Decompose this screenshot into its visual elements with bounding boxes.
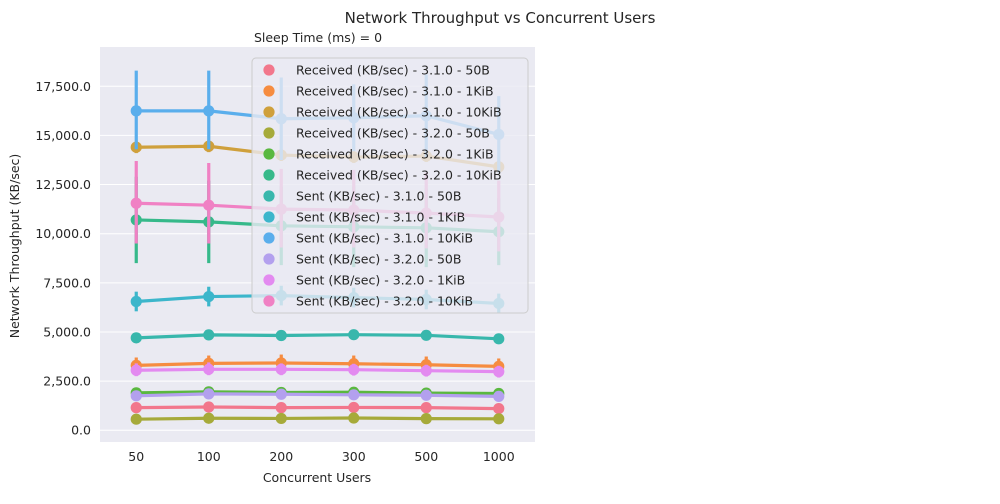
legend-label: Received (KB/sec) - 3.2.0 - 10KiB xyxy=(296,168,502,183)
data-point xyxy=(275,363,287,375)
data-point xyxy=(348,389,360,401)
data-point xyxy=(420,329,432,341)
series-line xyxy=(136,405,499,411)
legend-label: Sent (KB/sec) - 3.2.0 - 50B xyxy=(296,252,461,267)
y-tick-label: 17,500.0 xyxy=(35,79,91,94)
legend-label: Sent (KB/sec) - 3.1.0 - 10KiB xyxy=(296,231,473,246)
legend-marker xyxy=(263,211,275,223)
legend-marker xyxy=(263,232,275,244)
x-tick-label: 100 xyxy=(197,449,221,464)
data-point xyxy=(348,329,360,341)
legend-marker xyxy=(263,169,275,181)
data-point xyxy=(420,402,432,414)
data-point xyxy=(493,402,505,415)
y-tick-label: 5,000.0 xyxy=(43,324,91,339)
series-group xyxy=(130,329,505,345)
x-tick-label: 300 xyxy=(342,449,366,464)
series-group xyxy=(130,412,505,425)
data-point xyxy=(493,366,505,378)
data-point xyxy=(203,290,215,303)
data-point xyxy=(203,363,215,375)
data-point xyxy=(203,105,215,117)
data-point xyxy=(203,329,215,341)
y-tick-label: 2,500.0 xyxy=(43,374,91,389)
data-point xyxy=(493,333,505,345)
data-point xyxy=(420,389,432,401)
legend-label: Received (KB/sec) - 3.1.0 - 10KiB xyxy=(296,105,502,120)
legend-label: Received (KB/sec) - 3.2.0 - 50B xyxy=(296,126,490,141)
data-point xyxy=(275,329,287,342)
data-point xyxy=(493,390,505,403)
legend-marker xyxy=(263,127,275,139)
legend: Received (KB/sec) - 3.1.0 - 50B Received … xyxy=(251,57,529,314)
series-line xyxy=(136,392,499,399)
data-point xyxy=(130,390,142,402)
data-point xyxy=(493,413,505,425)
chart-title: Network Throughput vs Concurrent Users xyxy=(345,9,656,27)
x-tick-label: 500 xyxy=(414,449,438,464)
chart-subtitle: Sleep Time (ms) = 0 xyxy=(254,30,382,45)
legend-box xyxy=(251,57,529,314)
y-tick-label: 0.0 xyxy=(71,423,91,438)
data-point xyxy=(203,199,215,211)
legend-label: Sent (KB/sec) - 3.2.0 - 10KiB xyxy=(296,294,473,309)
data-point xyxy=(275,412,287,425)
x-tick-label: 50 xyxy=(128,449,144,464)
data-point xyxy=(420,413,432,425)
data-point xyxy=(275,388,287,400)
data-point xyxy=(203,388,215,400)
legend-label: Received (KB/sec) - 3.1.0 - 50B xyxy=(296,63,490,78)
legend-label: Sent (KB/sec) - 3.2.0 - 1KiB xyxy=(296,273,465,288)
data-point xyxy=(130,332,142,344)
series-line xyxy=(136,367,499,374)
data-point xyxy=(130,402,142,414)
legend-marker xyxy=(263,274,275,286)
data-point xyxy=(420,365,432,377)
legend-label: Received (KB/sec) - 3.2.0 - 1KiB xyxy=(296,147,494,162)
legend-marker xyxy=(263,190,275,202)
series-line xyxy=(136,333,499,341)
data-point xyxy=(130,295,142,308)
y-axis-label: Network Throughput (KB/sec) xyxy=(7,154,22,339)
legend-marker xyxy=(263,148,275,160)
data-point xyxy=(203,401,215,413)
data-point xyxy=(275,402,287,414)
data-point xyxy=(203,412,215,424)
series-line xyxy=(136,361,499,368)
series-group xyxy=(130,362,505,378)
legend-marker xyxy=(263,85,275,97)
data-point xyxy=(130,413,142,425)
y-tick-label: 12,500.0 xyxy=(35,177,91,192)
data-point xyxy=(130,364,142,376)
data-point xyxy=(130,105,142,117)
x-tick-label: 1000 xyxy=(483,449,515,464)
y-tick-label: 10,000.0 xyxy=(35,226,91,241)
legend-label: Received (KB/sec) - 3.1.0 - 1KiB xyxy=(296,84,494,99)
data-point xyxy=(348,412,360,424)
x-tick-label: 200 xyxy=(269,449,293,464)
legend-marker xyxy=(263,253,275,265)
series-line xyxy=(136,390,499,396)
data-point xyxy=(348,364,360,376)
y-tick-label: 7,500.0 xyxy=(43,275,91,290)
data-point xyxy=(130,197,142,209)
legend-label: Sent (KB/sec) - 3.1.0 - 50B xyxy=(296,189,461,204)
x-axis-label: Concurrent Users xyxy=(263,470,371,485)
legend-marker xyxy=(263,106,275,118)
legend-marker xyxy=(263,64,275,76)
series-line xyxy=(136,416,499,421)
legend-label: Sent (KB/sec) - 3.1.0 - 1KiB xyxy=(296,210,465,225)
series-group xyxy=(130,388,505,403)
data-point xyxy=(348,401,360,414)
y-tick-label: 15,000.0 xyxy=(35,128,91,143)
series-group xyxy=(130,401,505,415)
legend-marker xyxy=(263,295,275,307)
